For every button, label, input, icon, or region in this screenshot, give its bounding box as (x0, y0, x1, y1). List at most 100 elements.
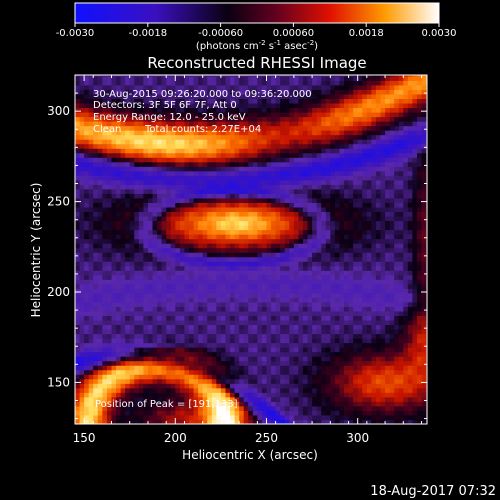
heatmap-cell (188, 152, 195, 158)
heatmap-cell (147, 414, 154, 420)
heatmap-cell (280, 310, 286, 316)
heatmap-cell (225, 229, 231, 235)
heatmap-cell (407, 374, 413, 380)
heatmap-cell (193, 211, 199, 217)
heatmap-cell (216, 387, 222, 393)
heatmap-cell (394, 387, 400, 393)
heatmap-cell (243, 419, 249, 424)
heatmap-cell (143, 184, 149, 190)
heatmap-cell (88, 148, 94, 154)
heatmap-cell (316, 211, 322, 217)
heatmap-cell (321, 139, 327, 145)
heatmap-cell (348, 360, 354, 366)
heatmap-cell (216, 243, 222, 249)
heatmap-cell (157, 410, 163, 416)
heatmap-cell (138, 374, 144, 380)
heatmap-cell (207, 188, 213, 194)
heatmap-cell (284, 405, 290, 411)
heatmap-cell (125, 229, 131, 235)
heatmap-cell (307, 197, 313, 203)
heatmap-cell (334, 347, 340, 353)
heatmap-cell (293, 279, 299, 285)
heatmap-cell (353, 148, 359, 154)
heatmap-cell (129, 225, 135, 231)
heatmap-cell (179, 392, 185, 398)
heatmap-cell (252, 270, 258, 276)
heatmap-cell (188, 279, 195, 285)
heatmap-cell (339, 143, 345, 149)
heatmap-cell (266, 396, 272, 402)
heatmap-cell (353, 175, 359, 181)
heatmap-cell (239, 157, 245, 163)
heatmap-cell (398, 270, 404, 276)
heatmap-cell (75, 320, 81, 326)
heatmap-cell (239, 320, 245, 326)
heatmap-cell (97, 170, 103, 176)
heatmap-cell (357, 392, 363, 398)
heatmap-cell (166, 342, 172, 348)
heatmap-cell (312, 396, 318, 402)
heatmap-cell (316, 324, 322, 330)
heatmap-cell (385, 274, 391, 280)
heatmap-cell (198, 320, 204, 326)
heatmap-cell (152, 216, 158, 222)
heatmap-cell (257, 419, 263, 424)
heatmap-cell (403, 211, 409, 217)
heatmap-cell (184, 225, 190, 231)
heatmap-cell (93, 297, 99, 303)
heatmap-cell (334, 387, 340, 393)
heatmap-cell (289, 329, 295, 335)
heatmap-cell (307, 369, 313, 375)
heatmap-cell (134, 207, 140, 213)
heatmap-cell (170, 297, 176, 303)
heatmap-cell (125, 419, 131, 424)
heatmap-cell (403, 396, 409, 402)
heatmap-cell (202, 419, 208, 424)
heatmap-cell (93, 405, 99, 411)
heatmap-cell (375, 310, 381, 316)
heatmap-cell (298, 356, 304, 362)
heatmap-cell (184, 143, 190, 149)
heatmap-cell (257, 315, 263, 321)
heatmap-cell (394, 310, 400, 316)
heatmap-cell (321, 378, 327, 384)
heatmap-cell (93, 148, 99, 154)
heatmap-cell (280, 338, 286, 344)
heatmap-cell (380, 188, 386, 194)
heatmap-cell (412, 405, 418, 411)
heatmap-cell (325, 315, 331, 321)
heatmap-cell (321, 152, 327, 158)
heatmap-cell (389, 374, 395, 380)
heatmap-cell (371, 419, 377, 424)
heatmap-cell (230, 256, 236, 262)
heatmap-cell (97, 392, 103, 398)
heatmap-cell (330, 279, 336, 285)
heatmap-cell (353, 360, 359, 366)
heatmap-cell (394, 374, 400, 380)
heatmap-cell (243, 410, 249, 416)
heatmap-cell (421, 216, 427, 222)
heatmap-cell (302, 274, 309, 280)
heatmap-cell (252, 374, 258, 380)
heatmap-cell (380, 414, 386, 420)
heatmap-cell (79, 351, 85, 357)
heatmap-cell (271, 252, 277, 258)
heatmap-cell (261, 188, 267, 194)
heatmap-cell (79, 329, 85, 335)
heatmap-cell (316, 261, 322, 267)
heatmap-cell (243, 161, 249, 167)
heatmap-cell (362, 347, 368, 353)
heatmap-cell (280, 225, 286, 231)
heatmap-cell (266, 378, 272, 384)
heatmap-cell (129, 320, 135, 326)
heatmap-cell (102, 410, 108, 416)
heatmap-cell (280, 387, 286, 393)
heatmap-cell (143, 152, 149, 158)
heatmap-cell (385, 170, 391, 176)
heatmap-cell (120, 374, 126, 380)
heatmap-cell (225, 197, 231, 203)
heatmap-cell (157, 152, 163, 158)
heatmap-cell (102, 315, 108, 321)
heatmap-cell (353, 347, 359, 353)
heatmap-cell (166, 410, 172, 416)
